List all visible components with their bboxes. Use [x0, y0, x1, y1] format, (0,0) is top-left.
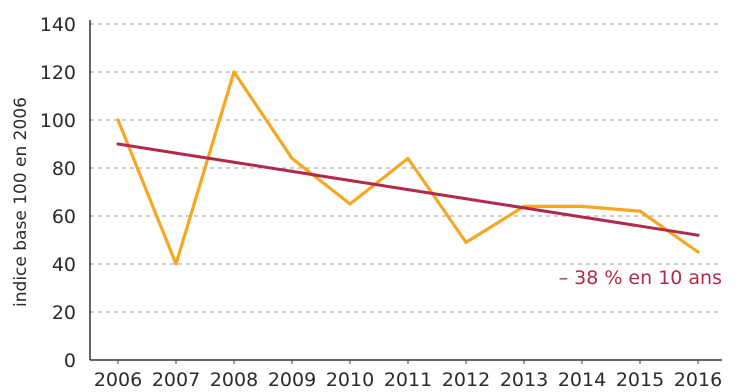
x-tick-label-2013: 2013: [500, 369, 548, 391]
x-tick-label-2016: 2016: [674, 369, 722, 391]
trend-point-2007: [174, 151, 178, 155]
trend-point-2008: [232, 160, 236, 164]
index-point-2014: [580, 204, 584, 208]
trend-point-2011: [406, 188, 410, 192]
index-point-2009: [290, 156, 294, 160]
index-point-2006: [116, 118, 120, 122]
x-tick-label-2015: 2015: [616, 369, 664, 391]
trend-point-2012: [464, 197, 468, 201]
x-tick-label-2006: 2006: [94, 369, 142, 391]
index-point-2008: [232, 70, 236, 74]
x-tick-label-2009: 2009: [268, 369, 316, 391]
index-point-2015: [638, 209, 642, 213]
series: [116, 70, 700, 266]
labels: 0 20 40 60 80 100 120 140 2006 2007 2008 2009 2010 20…: [11, 14, 722, 391]
index-point-2010: [348, 202, 352, 206]
x-tick-label-2012: 2012: [442, 369, 490, 391]
axes: [89, 20, 722, 364]
x-tick-label-2007: 2007: [152, 369, 200, 391]
y-tick-label-60: 60: [52, 206, 76, 228]
x-tick-label-2008: 2008: [210, 369, 258, 391]
trend-point-2016: [696, 233, 700, 237]
y-axis-label: indice base 100 en 2006: [11, 97, 31, 307]
trend-point-2006: [116, 142, 120, 146]
index-point-2012: [464, 240, 468, 244]
trend-point-2013: [522, 206, 526, 210]
x-tick-label-2010: 2010: [326, 369, 374, 391]
trend-annotation: – 38 % en 10 ans: [559, 267, 722, 289]
y-tick-label-140: 140: [40, 14, 76, 36]
y-tick-label-120: 120: [40, 62, 76, 84]
y-tick-label-20: 20: [52, 302, 76, 324]
x-tick-label-2011: 2011: [384, 369, 432, 391]
trend-point-2009: [290, 169, 294, 173]
trend-point-2015: [638, 224, 642, 228]
y-tick-label-80: 80: [52, 158, 76, 180]
index-point-2016: [696, 250, 700, 254]
x-tick-label-2014: 2014: [558, 369, 606, 391]
trend-point-2014: [580, 215, 584, 219]
y-tick-label-100: 100: [40, 110, 76, 132]
index-point-2007: [174, 262, 178, 266]
grid: [90, 23, 722, 313]
index-point-2011: [406, 156, 410, 160]
y-tick-label-40: 40: [52, 254, 76, 276]
trend-point-2010: [348, 178, 352, 182]
y-tick-label-0: 0: [64, 350, 76, 372]
